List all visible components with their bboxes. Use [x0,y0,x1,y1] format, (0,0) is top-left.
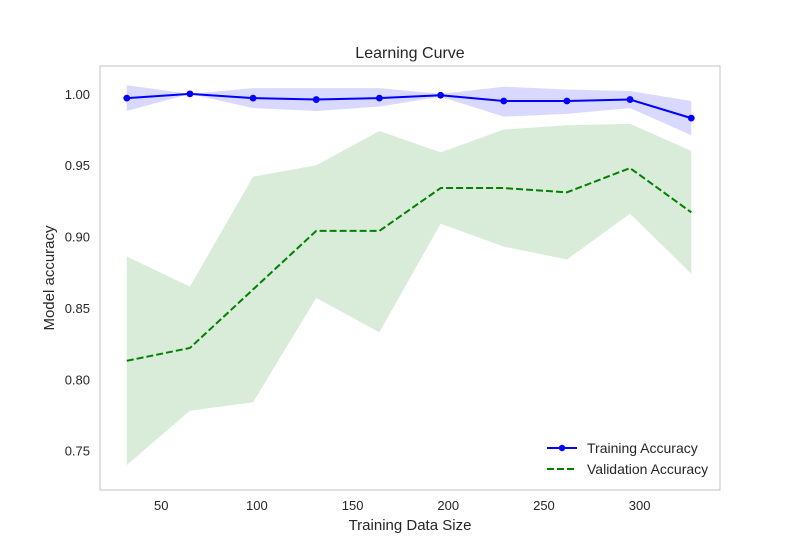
validation-accuracy-band [126,123,692,466]
x-axis-ticks: 50 100 150 200 250 300 [154,498,650,513]
y-tick-label: 0.95 [65,158,90,173]
training-accuracy-point [437,91,445,99]
x-tick-label: 100 [246,498,268,513]
training-accuracy-point [123,94,131,102]
legend-label-training: Training Accuracy [587,440,698,456]
x-tick-label: 50 [154,498,168,513]
x-tick-label: 150 [342,498,364,513]
x-tick-label: 200 [437,498,459,513]
chart-title: Learning Curve [355,45,465,62]
training-accuracy-point [563,97,571,105]
training-accuracy-point [186,90,194,98]
y-tick-label: 1.00 [65,87,90,102]
training-accuracy-point [312,96,320,103]
legend-marker-training [558,444,566,452]
training-accuracy-point [500,97,508,105]
training-accuracy-point [249,94,257,102]
x-tick-label: 300 [629,498,651,513]
y-axis-ticks: 0.75 0.80 0.85 0.90 0.95 1.00 [65,87,90,459]
plot-area-frame [99,65,721,491]
series-markers [123,90,695,122]
y-tick-label: 0.85 [65,301,90,316]
y-axis-label: Model accuracy [41,225,58,331]
x-axis-label: Training Data Size [349,517,472,534]
validation-accuracy-line [126,167,692,362]
y-tick-label: 0.75 [65,444,90,459]
y-tick-label: 0.90 [65,230,90,245]
training-accuracy-point [375,94,383,102]
confidence-bands [126,85,692,466]
legend: Training Accuracy Validation Accuracy [547,440,708,477]
series-lines [126,92,692,362]
y-tick-label: 0.80 [65,372,90,387]
x-tick-label: 250 [533,498,555,513]
training-accuracy-point [687,114,695,122]
legend-label-validation: Validation Accuracy [587,461,708,477]
training-accuracy-point [626,96,634,103]
training-accuracy-line [126,92,692,120]
